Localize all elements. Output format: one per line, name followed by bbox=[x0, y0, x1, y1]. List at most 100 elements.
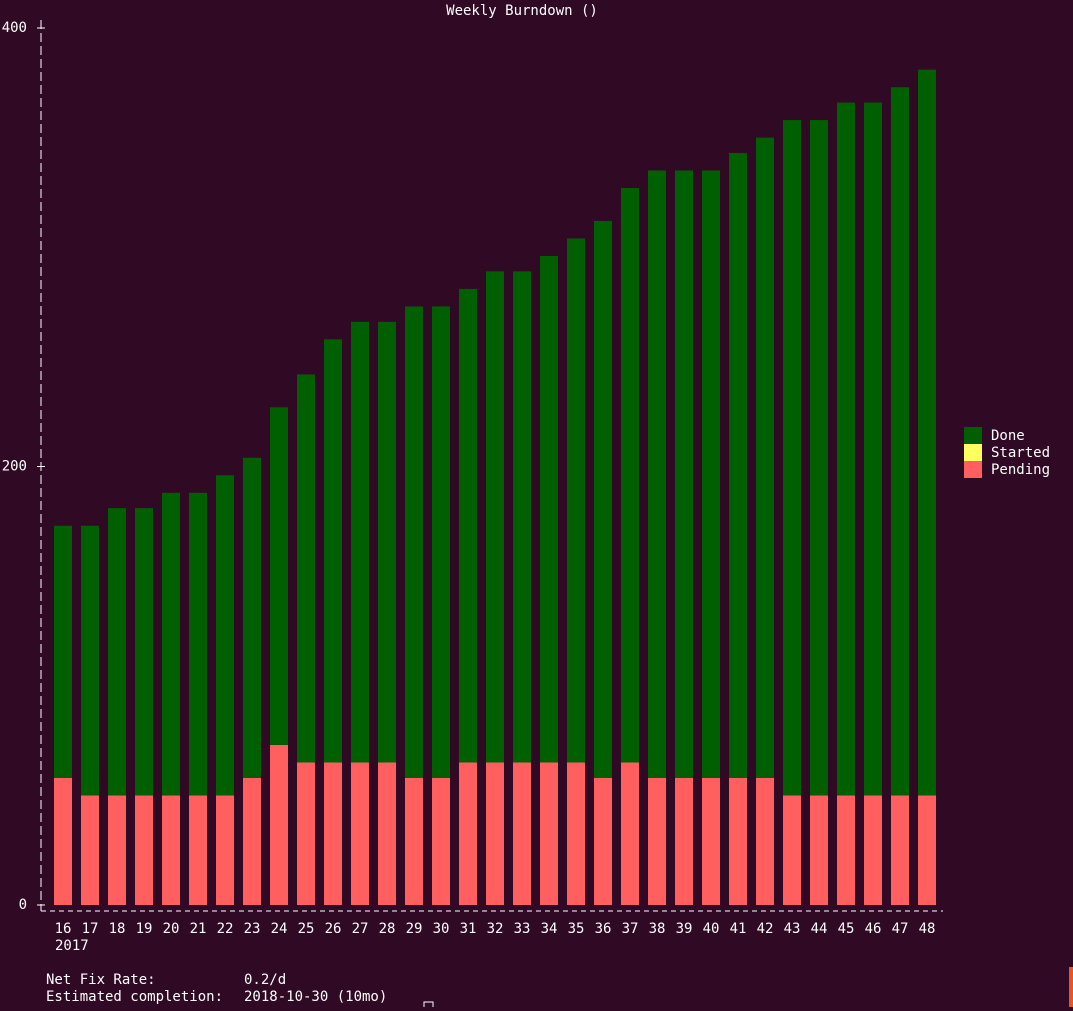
bar-segment bbox=[837, 102, 855, 796]
x-tick-label: 39 bbox=[676, 921, 693, 937]
bar-segment bbox=[405, 306, 423, 778]
bar-segment bbox=[594, 220, 612, 778]
bar-segment bbox=[189, 492, 207, 796]
x-tick-label: 18 bbox=[109, 921, 126, 937]
bar-segment bbox=[810, 120, 828, 796]
bar-segment bbox=[918, 69, 936, 796]
x-tick-label: 48 bbox=[919, 921, 936, 937]
x-tick-label: 30 bbox=[433, 921, 450, 937]
x-tick-label: 38 bbox=[649, 921, 666, 937]
bar-segment bbox=[216, 475, 234, 796]
legend-swatch bbox=[964, 444, 982, 461]
bar-segment bbox=[864, 102, 882, 796]
x-tick-label: 16 bbox=[55, 921, 72, 937]
legend-label: Pending bbox=[991, 462, 1050, 478]
bar-segment bbox=[513, 271, 531, 763]
x-tick-label: 35 bbox=[568, 921, 585, 937]
x-tick-label: 24 bbox=[271, 921, 288, 937]
bar-segment bbox=[378, 762, 396, 905]
bar-segment bbox=[297, 374, 315, 763]
x-tick-label: 29 bbox=[406, 921, 423, 937]
bar-segment bbox=[351, 762, 369, 905]
y-tick-label: 200 bbox=[2, 459, 27, 475]
x-tick-label: 26 bbox=[325, 921, 342, 937]
x-tick-label: 23 bbox=[244, 921, 261, 937]
footer-label: Net Fix Rate: bbox=[46, 972, 156, 988]
bar-segment bbox=[54, 777, 72, 905]
bar-segment bbox=[891, 87, 909, 796]
x-tick-label: 31 bbox=[460, 921, 477, 937]
bar-segment bbox=[621, 188, 639, 763]
bar-segment bbox=[729, 777, 747, 905]
scroll-indicator bbox=[1069, 967, 1073, 1007]
footer-value: 2018-10-30 (10mo) bbox=[244, 989, 387, 1005]
bar-segment bbox=[918, 795, 936, 905]
bar-segment bbox=[189, 795, 207, 905]
legend-label: Done bbox=[991, 428, 1025, 444]
bar-segment bbox=[486, 271, 504, 763]
bar-segment bbox=[702, 777, 720, 905]
x-tick-label: 42 bbox=[757, 921, 774, 937]
bar-segment bbox=[594, 777, 612, 905]
x-tick-label: 25 bbox=[298, 921, 315, 937]
bar-segment bbox=[81, 795, 99, 905]
bar-segment bbox=[729, 152, 747, 778]
bar-segment bbox=[432, 777, 450, 905]
bar-segment bbox=[324, 762, 342, 905]
x-tick-label: 47 bbox=[892, 921, 909, 937]
bar-segment bbox=[405, 777, 423, 905]
bar-segment bbox=[459, 762, 477, 905]
x-tick-label: 36 bbox=[595, 921, 612, 937]
bar-segment bbox=[675, 777, 693, 905]
bar-segment bbox=[243, 777, 261, 905]
cursor bbox=[423, 1001, 434, 1009]
x-tick-label: 46 bbox=[865, 921, 882, 937]
bar-segment bbox=[756, 777, 774, 905]
bar-segment bbox=[135, 508, 153, 796]
bar-segment bbox=[324, 339, 342, 763]
bar-segment bbox=[270, 744, 288, 905]
legend-swatch bbox=[964, 427, 982, 444]
bar-segment bbox=[486, 762, 504, 905]
x-tick-label: 43 bbox=[784, 921, 801, 937]
bar-segment bbox=[540, 762, 558, 905]
bar-segment bbox=[297, 762, 315, 905]
x-tick-label: 28 bbox=[379, 921, 396, 937]
bar-segment bbox=[378, 321, 396, 763]
bar-segment bbox=[54, 525, 72, 778]
bar-segment bbox=[648, 777, 666, 905]
bar-segment bbox=[864, 795, 882, 905]
footer-label: Estimated completion: bbox=[46, 989, 223, 1005]
x-tick-label: 45 bbox=[838, 921, 855, 937]
legend-label: Started bbox=[991, 445, 1050, 461]
x-tick-label: 27 bbox=[352, 921, 369, 937]
bar-segment bbox=[675, 170, 693, 778]
bar-segment bbox=[567, 762, 585, 905]
x-tick-label: 19 bbox=[136, 921, 153, 937]
bar-segment bbox=[513, 762, 531, 905]
bar-segment bbox=[162, 492, 180, 796]
chart-title: Weekly Burndown () bbox=[446, 3, 598, 19]
bar-segment bbox=[81, 525, 99, 796]
bar-segment bbox=[567, 238, 585, 763]
bar-segment bbox=[270, 407, 288, 745]
y-tick-label: 0 bbox=[19, 897, 27, 913]
x-tick-label: 37 bbox=[622, 921, 639, 937]
x-tick-label: 20 bbox=[163, 921, 180, 937]
bar-segment bbox=[702, 170, 720, 778]
bar-segment bbox=[243, 457, 261, 778]
x-year-label: 2017 bbox=[55, 938, 89, 954]
bar-segment bbox=[756, 137, 774, 778]
bar-segment bbox=[540, 256, 558, 763]
x-tick-label: 17 bbox=[82, 921, 99, 937]
bar-segment bbox=[621, 762, 639, 905]
x-tick-label: 33 bbox=[514, 921, 531, 937]
bar-segment bbox=[216, 795, 234, 905]
bar-segment bbox=[837, 795, 855, 905]
bar-segment bbox=[891, 795, 909, 905]
legend-swatch bbox=[964, 461, 982, 478]
x-tick-label: 32 bbox=[487, 921, 504, 937]
bar-segment bbox=[432, 306, 450, 778]
bar-segment bbox=[108, 795, 126, 905]
